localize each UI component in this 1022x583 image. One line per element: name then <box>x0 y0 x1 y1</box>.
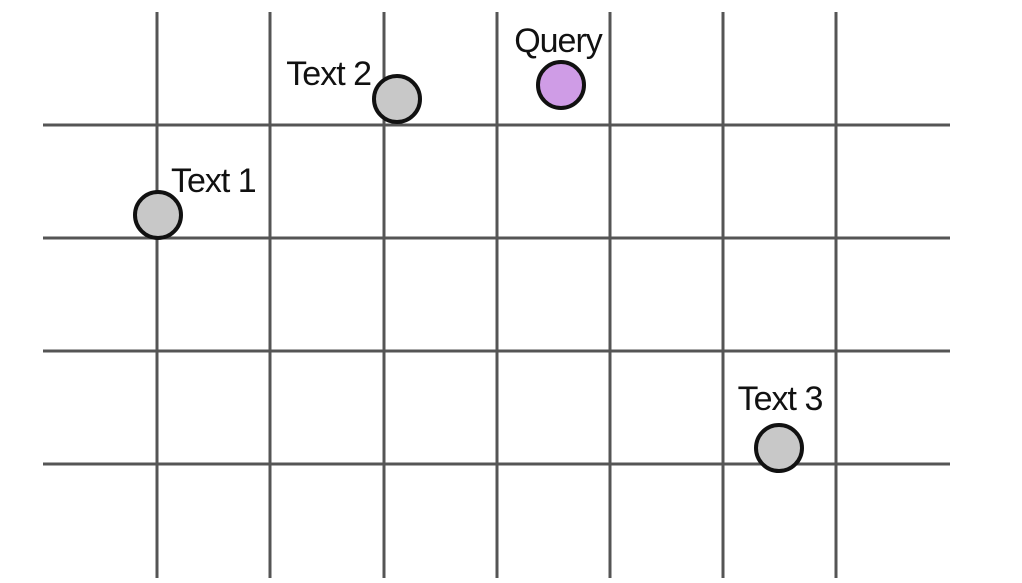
text-3-point-marker <box>754 423 804 473</box>
query-point-marker <box>536 60 586 110</box>
text-2-point-marker <box>372 74 422 124</box>
text-2-point-label: Text 2 <box>286 55 371 93</box>
point-text-1: Text 1 <box>133 162 257 240</box>
point-text-2: Text 2 <box>286 55 422 124</box>
point-query: Query <box>514 22 604 110</box>
grid <box>43 12 950 578</box>
text-1-point-label: Text 1 <box>171 162 256 200</box>
text-1-point-marker <box>133 190 183 240</box>
text-3-point-label: Text 3 <box>738 380 823 418</box>
point-text-3: Text 3 <box>738 380 823 473</box>
query-point-label: Query <box>514 22 603 60</box>
